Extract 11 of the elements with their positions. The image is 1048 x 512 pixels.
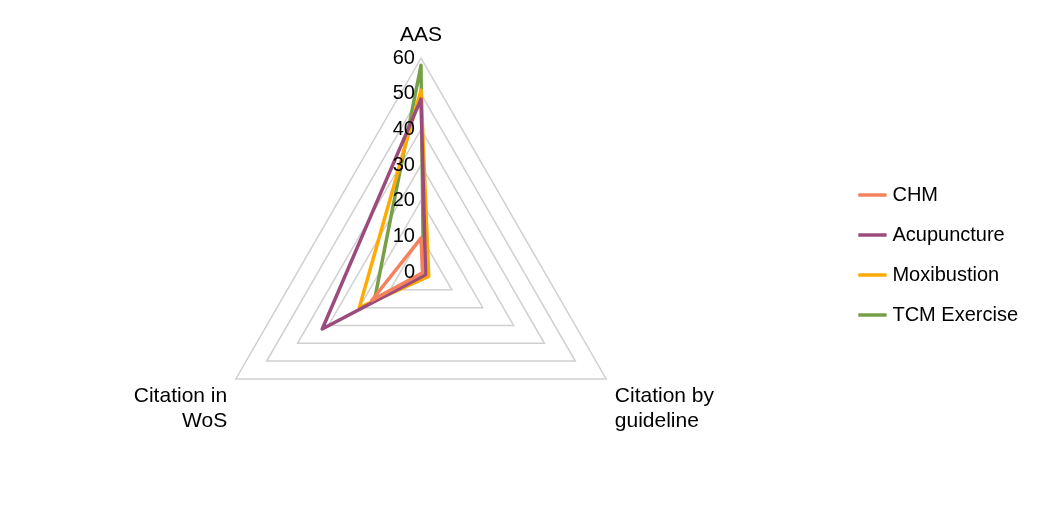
y-tick-label: 50 xyxy=(392,81,415,104)
legend-label: TCM Exercise xyxy=(892,302,1019,325)
y-tick-label: 0 xyxy=(403,259,415,282)
spoke-label: AAS xyxy=(399,22,443,46)
legend-label: Acupuncture xyxy=(892,222,1005,245)
legend-label: CHM xyxy=(892,182,938,205)
y-tick-label: 60 xyxy=(392,45,415,68)
y-tick-label: 10 xyxy=(392,223,415,246)
legend-label: Moxibustion xyxy=(892,262,1000,285)
spoke-label: Citation in WoS xyxy=(133,383,228,432)
spoke-label: Citation by guideline xyxy=(614,383,715,432)
